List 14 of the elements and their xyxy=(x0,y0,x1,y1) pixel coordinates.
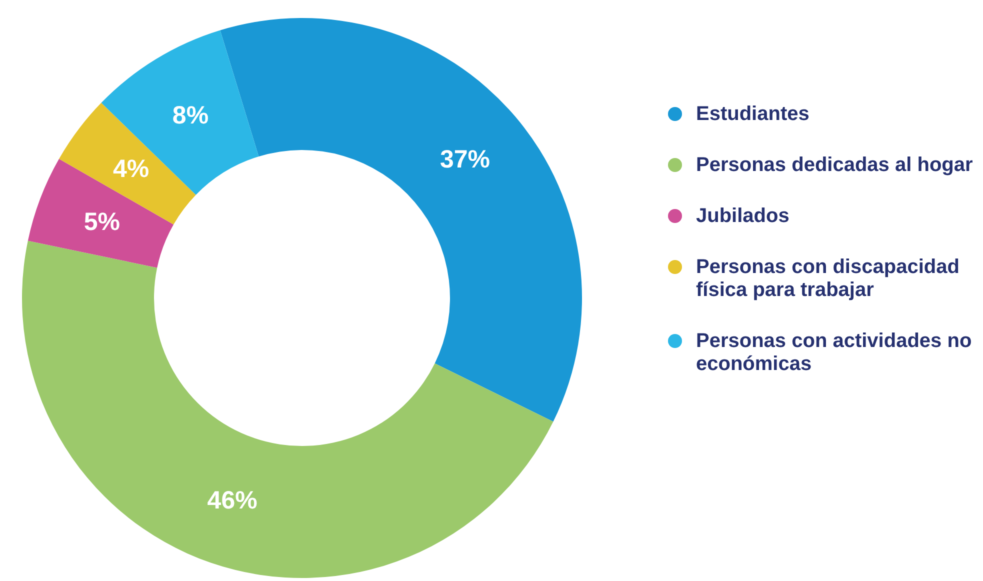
donut-slice xyxy=(28,158,174,268)
data-label: 37% xyxy=(440,145,490,174)
legend-label: Personas con actividades no económicas xyxy=(696,330,973,376)
legend-label: Jubilados xyxy=(696,205,790,228)
legend-label: Personas con discapacidad física para trabajar xyxy=(696,256,960,302)
data-label: 4% xyxy=(113,155,150,184)
legend-label: Estudiantes xyxy=(696,103,810,126)
donut-slice xyxy=(220,18,582,422)
legend-label: Personas dedicadas al hogar xyxy=(696,154,973,177)
data-label: 46% xyxy=(207,486,258,514)
donut-slice xyxy=(22,240,554,578)
donut-slice xyxy=(101,30,259,195)
data-label: 5% xyxy=(84,208,120,236)
data-label: 8% xyxy=(172,101,209,130)
